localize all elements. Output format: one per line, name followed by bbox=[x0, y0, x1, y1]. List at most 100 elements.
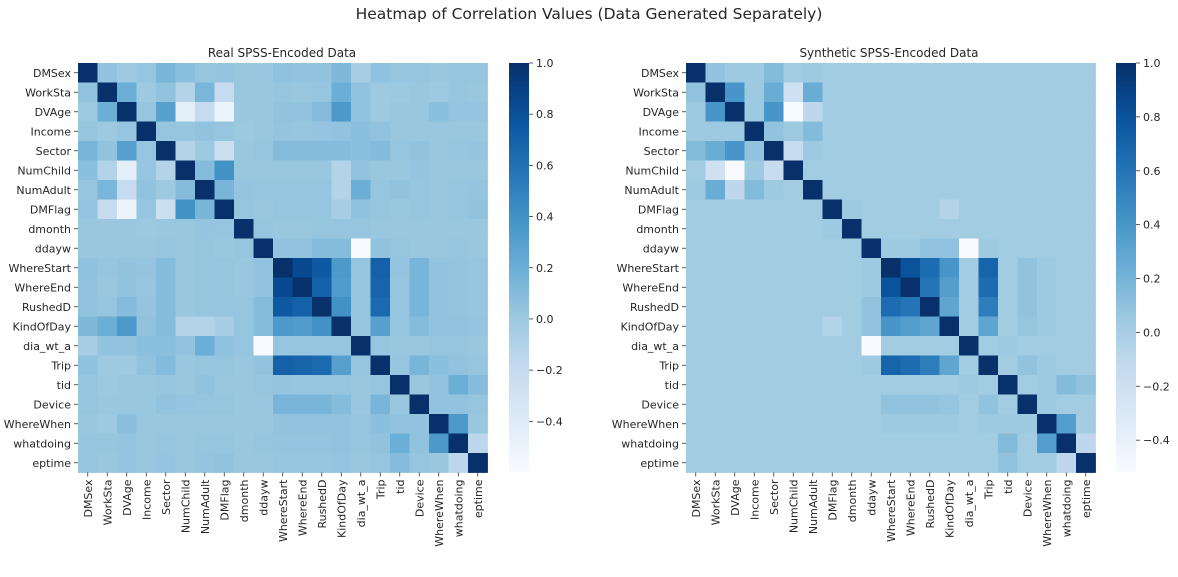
heatmap-cell-sector-dia-wt-a bbox=[959, 141, 979, 161]
heatmap-cell-kindofday-device bbox=[1017, 316, 1038, 337]
heatmap-cell-eptime-dvage bbox=[117, 453, 137, 473]
heatmap-cell-worksta-rushedd bbox=[920, 82, 940, 103]
heatmap-cell-wherewhen-income bbox=[744, 414, 765, 434]
x-tick-label-dmonth: dmonth bbox=[238, 479, 251, 522]
heatmap-cell-whereend-kindofday bbox=[939, 277, 960, 298]
x-tick-label-tid: tid bbox=[394, 480, 407, 494]
heatmap-cell-rushedd-rushedd bbox=[312, 297, 332, 317]
heatmap-cell-wherestart-eptime bbox=[468, 258, 488, 278]
heatmap-cell-kindofday-dmflag bbox=[822, 316, 843, 337]
heatmap-cell-worksta-trip bbox=[370, 82, 391, 103]
heatmap-cell-eptime-tid bbox=[998, 453, 1018, 473]
heatmap-cell-eptime-rushedd bbox=[920, 453, 940, 473]
heatmap-cell-numchild-income bbox=[744, 160, 765, 181]
heatmap-cell-dia-wt-a-eptime bbox=[468, 336, 488, 356]
heatmap-cell-dmonth-whereend bbox=[900, 219, 921, 239]
heatmap-cell-device-worksta bbox=[705, 394, 726, 415]
heatmap-cell-tid-income bbox=[744, 375, 765, 395]
heatmap-cell-dvage-whatdoing bbox=[1056, 102, 1077, 122]
heatmap-cell-dmflag-dvage bbox=[725, 199, 745, 220]
heatmap-cell-trip-numchild bbox=[175, 355, 196, 376]
heatmap-cell-dmflag-dvage bbox=[117, 199, 137, 220]
heatmap-cell-whereend-dia-wt-a bbox=[959, 277, 979, 298]
heatmap-cell-worksta-ddayw bbox=[253, 82, 274, 103]
heatmap-cell-sector-dvage bbox=[117, 141, 137, 161]
heatmap-cell-eptime-device bbox=[409, 453, 430, 473]
heatmap-cell-trip-dvage bbox=[725, 355, 745, 376]
heatmap-cell-rushedd-trip bbox=[978, 297, 999, 317]
heatmap-cell-whatdoing-dia-wt-a bbox=[351, 433, 371, 454]
heatmap-cell-dia-wt-a-numadult bbox=[803, 336, 823, 356]
heatmap-cell-kindofday-tid bbox=[390, 316, 410, 337]
heatmap-cell-dmsex-dmonth bbox=[842, 63, 862, 83]
heatmap-cell-whereend-dia-wt-a bbox=[351, 277, 371, 298]
heatmap-cell-kindofday-wherewhen bbox=[1037, 316, 1057, 337]
heatmap-cell-numchild-wherewhen bbox=[429, 160, 449, 181]
heatmap-cell-dmflag-numadult bbox=[195, 199, 215, 220]
heatmap-synthetic: Synthetic SPSS-Encoded Data DMSex WorkSta D… bbox=[612, 46, 1170, 547]
heatmap-cell-trip-whereend bbox=[292, 355, 313, 376]
heatmap-cell-wherestart-rushedd bbox=[312, 258, 332, 278]
heatmap-cell-device-whereend bbox=[900, 394, 921, 415]
heatmap-cell-wherestart-dvage bbox=[117, 258, 137, 278]
heatmap-cell-dvage-worksta bbox=[97, 102, 118, 122]
heatmap-cell-dia-wt-a-sector bbox=[764, 336, 784, 356]
heatmap-cell-dmflag-dmflag bbox=[214, 199, 235, 220]
colorbar-tick-label: 0.6 bbox=[1143, 165, 1161, 178]
heatmap-cell-dvage-numchild bbox=[783, 102, 804, 122]
heatmap-cell-device-tid bbox=[998, 394, 1018, 415]
heatmap-cell-trip-worksta bbox=[705, 355, 726, 376]
heatmap-cell-numadult-ddayw bbox=[861, 180, 882, 200]
heatmap-cell-wherestart-dmflag bbox=[822, 258, 843, 278]
heatmap-cell-dmflag-whereend bbox=[900, 199, 921, 220]
heatmap-cell-numchild-eptime bbox=[1076, 160, 1096, 181]
heatmap-cell-dia-wt-a-dia-wt-a bbox=[351, 336, 371, 356]
heatmap-cell-dmsex-eptime bbox=[468, 63, 488, 83]
heatmap-cell-trip-wherestart bbox=[273, 355, 293, 376]
heatmap-cell-numchild-tid bbox=[390, 160, 410, 181]
heatmap-cell-rushedd-dmonth bbox=[234, 297, 254, 317]
heatmap-cell-wherewhen-eptime bbox=[468, 414, 488, 434]
heatmap-cell-numadult-dvage bbox=[725, 180, 745, 200]
heatmap-cell-dmonth-dmonth bbox=[234, 219, 254, 239]
heatmap-cell-income-trip bbox=[978, 121, 999, 142]
heatmap-cell-dmonth-ddayw bbox=[861, 219, 882, 239]
heatmap-cell-dmsex-income bbox=[136, 63, 157, 83]
heatmap-cell-worksta-dmonth bbox=[234, 82, 254, 103]
heatmap-cell-trip-whereend bbox=[900, 355, 921, 376]
heatmap-cell-dmsex-ddayw bbox=[253, 63, 274, 83]
heatmap-cell-ddayw-income bbox=[136, 238, 157, 259]
heatmap-cell-numadult-trip bbox=[370, 180, 391, 200]
heatmap-cell-dvage-dvage bbox=[117, 102, 137, 122]
heatmap-cell-rushedd-dvage bbox=[725, 297, 745, 317]
heatmap-cell-dmsex-dvage bbox=[725, 63, 745, 83]
heatmap-cell-rushedd-worksta bbox=[97, 297, 118, 317]
heatmap-cell-whatdoing-eptime bbox=[468, 433, 488, 454]
heatmap-cell-dmonth-trip bbox=[370, 219, 391, 239]
heatmap-cell-worksta-dmsex bbox=[78, 82, 98, 103]
heatmap-cell-device-trip bbox=[370, 394, 391, 415]
heatmap-cell-ddayw-numchild bbox=[175, 238, 196, 259]
heatmap-cell-numadult-rushedd bbox=[920, 180, 940, 200]
heatmap-cell-dmflag-whereend bbox=[292, 199, 313, 220]
heatmap-cell-dmonth-device bbox=[409, 219, 430, 239]
heatmap-cell-worksta-dmflag bbox=[214, 82, 235, 103]
heatmap-cell-sector-eptime bbox=[468, 141, 488, 161]
y-tick-label-tid: tid bbox=[665, 379, 679, 392]
heatmap-cell-income-wherewhen bbox=[429, 121, 449, 142]
heatmap-cell-numadult-dvage bbox=[117, 180, 137, 200]
colorbar-tick-label: 0.8 bbox=[536, 108, 554, 121]
x-tick-label-ddayw: ddayw bbox=[865, 480, 878, 516]
heatmap-cell-sector-worksta bbox=[705, 141, 726, 161]
heatmap-cell-device-trip bbox=[978, 394, 999, 415]
heatmap-cell-tid-kindofday bbox=[331, 375, 352, 395]
heatmap-cell-kindofday-ddayw bbox=[253, 316, 274, 337]
heatmap-cell-dia-wt-a-numchild bbox=[175, 336, 196, 356]
heatmap-cell-dia-wt-a-numchild bbox=[783, 336, 804, 356]
x-tick-label-numadult: NumAdult bbox=[807, 479, 820, 534]
heatmap-cell-dmsex-whatdoing bbox=[1056, 63, 1077, 83]
heatmap-cell-device-sector bbox=[764, 394, 784, 415]
heatmap-cell-rushedd-whatdoing bbox=[1056, 297, 1077, 317]
heatmap-cell-tid-whatdoing bbox=[448, 375, 469, 395]
